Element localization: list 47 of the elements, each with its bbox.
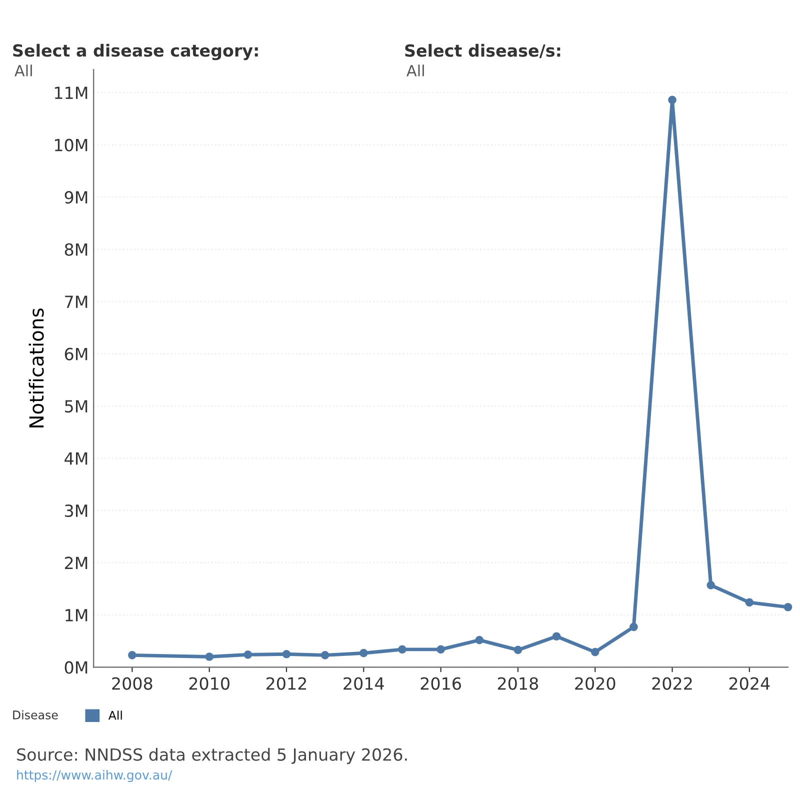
- x-tick-label: 2014: [344, 677, 384, 690]
- y-tick-label: 9M: [64, 191, 88, 204]
- y-tick-label: 10M: [54, 138, 88, 152]
- x-tick-label: 2024: [729, 677, 770, 690]
- point: [436, 645, 445, 654]
- y-axis-title: Notifications: [28, 308, 44, 428]
- y-tick-label: 8M: [64, 243, 88, 256]
- x-tick-label: 2016: [420, 677, 461, 690]
- y-tick-label: 5M: [65, 400, 88, 413]
- legend-label: All: [108, 710, 122, 720]
- x-tick-label: 2010: [189, 677, 230, 690]
- text: Select a disease category:: [13, 44, 258, 60]
- point: [475, 636, 484, 644]
- point: [784, 602, 792, 612]
- point: [630, 622, 638, 632]
- point: [128, 651, 136, 660]
- point: [359, 648, 368, 658]
- annotation: All: [406, 64, 424, 76]
- point: [398, 645, 406, 654]
- point: [668, 96, 676, 104]
- point: [590, 648, 600, 656]
- text: All: [14, 64, 32, 76]
- x-tick-label: 2012: [266, 677, 306, 690]
- point: [745, 598, 754, 607]
- text: Select disease/s:: [405, 44, 560, 58]
- legend-title: Disease: [13, 710, 58, 720]
- source-note: Source: NNDSS data extracted 5 January 2026.: [17, 748, 407, 764]
- y-tick-label: 11M: [54, 86, 88, 99]
- y-tick-label: 2M: [64, 556, 88, 570]
- point: [320, 651, 330, 660]
- y-tick-label: 4M: [64, 452, 88, 465]
- y-tick-label: 1M: [66, 609, 88, 622]
- y-tick-label: 6M: [64, 348, 88, 360]
- y-tick-label: 0M: [64, 661, 88, 674]
- point: [244, 650, 252, 659]
- point: [282, 650, 291, 658]
- x-tick-label: 2020: [575, 677, 616, 690]
- point: [205, 652, 214, 661]
- point: [552, 632, 561, 641]
- point: [706, 581, 716, 590]
- y-tick-label: 7M: [65, 296, 88, 308]
- x-tick-label: 2018: [498, 677, 538, 690]
- text: https://www.aihw.gov.au/: [17, 770, 172, 782]
- point: [514, 646, 522, 654]
- x-tick-label: 2008: [112, 677, 152, 690]
- x-tick-label: 2022: [652, 677, 692, 690]
- y-tick-label: 3M: [65, 504, 88, 518]
